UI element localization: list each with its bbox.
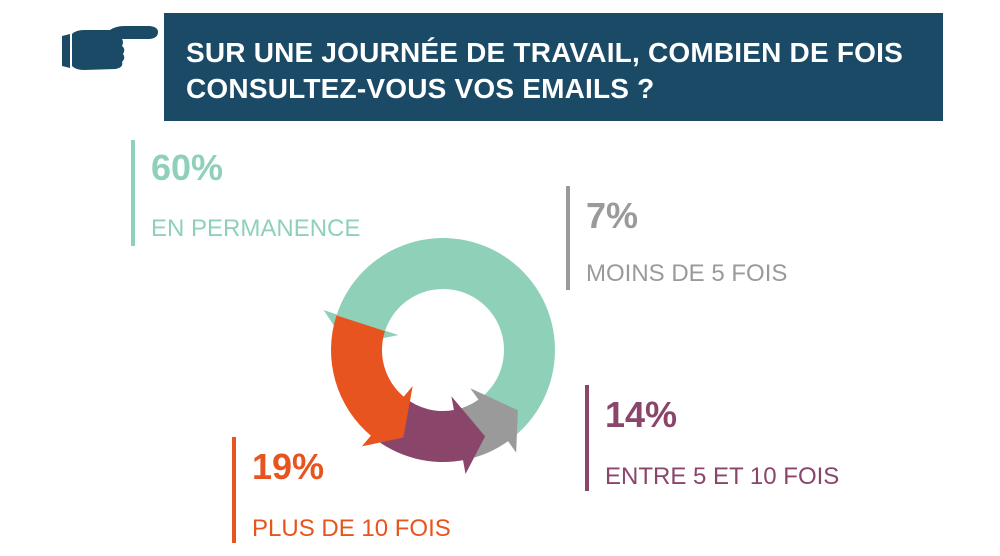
donut-slice-plus-de-10-fois — [331, 315, 405, 437]
chart-title-line-2: CONSULTEZ-VOUS VOS EMAILS ? — [186, 73, 655, 104]
category-label: EN PERMANENCE — [151, 215, 361, 242]
donut-arrow-moins-de-5-fois — [470, 388, 518, 453]
category-label: MOINS DE 5 FOIS — [586, 260, 788, 287]
donut-arrow-entre-5-et-10-fois — [451, 396, 486, 474]
legend-plus-de-10-fois: 19% PLUS DE 10 FOIS — [232, 437, 451, 543]
title-banner: SUR UNE JOURNÉE DE TRAVAIL, COMBIEN DE F… — [164, 13, 943, 121]
pointing-hand-icon — [62, 26, 158, 70]
legend-en-permanence: 60% EN PERMANENCE — [131, 140, 360, 246]
legend-entre-5-et-10-fois: 14% ENTRE 5 ET 10 FOIS — [585, 385, 839, 491]
value-label: 7% — [586, 195, 639, 236]
chart-title-line-1: SUR UNE JOURNÉE DE TRAVAIL, COMBIEN DE F… — [186, 37, 903, 68]
value-label: 14% — [605, 394, 678, 435]
donut-arrow-plus-de-10-fois — [361, 385, 413, 447]
category-label: ENTRE 5 ET 10 FOIS — [605, 463, 840, 490]
value-label: 19% — [252, 446, 325, 487]
value-label: 60% — [151, 147, 224, 188]
legend-moins-de-5-fois: 7% MOINS DE 5 FOIS — [566, 186, 787, 290]
category-label: PLUS DE 10 FOIS — [252, 515, 451, 542]
donut-slice-en-permanence — [336, 238, 555, 441]
